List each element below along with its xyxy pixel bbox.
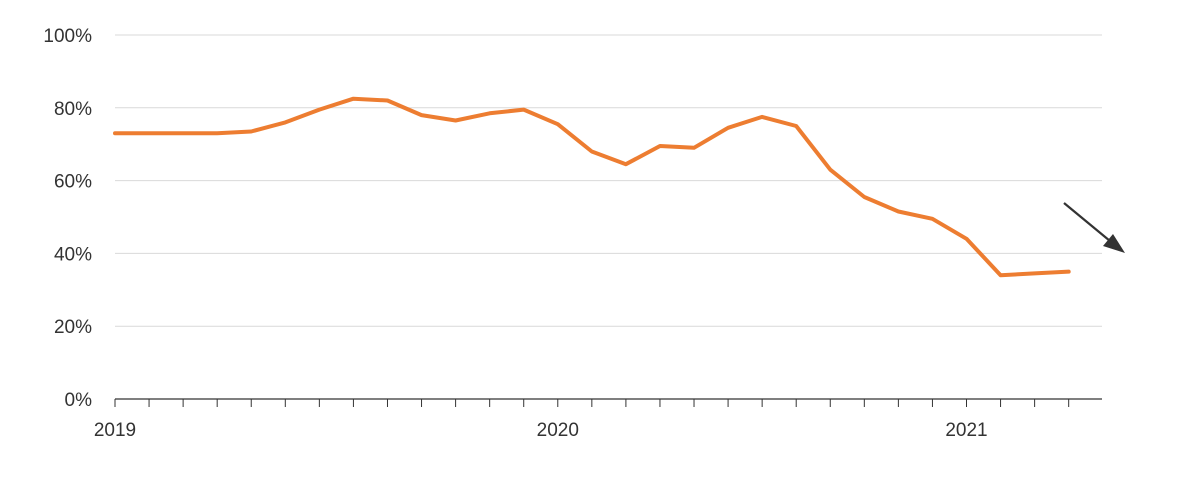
series-group <box>113 96 1071 278</box>
gridlines <box>115 34 1102 327</box>
trend-arrow-shaft <box>1063 202 1111 242</box>
x-tick-label: 2019 <box>94 420 136 441</box>
y-tick-label: 80% <box>54 99 92 120</box>
trend-arrow-head <box>1103 234 1125 253</box>
y-tick-label: 100% <box>43 26 92 47</box>
y-tick-label: 0% <box>65 390 93 411</box>
x-tick-label: 2021 <box>945 420 987 441</box>
y-tick-label: 20% <box>54 317 92 338</box>
y-axis-tick-labels: 0% 20% 40% 60% 80% 100% <box>43 26 92 411</box>
x-axis: 2019 2020 2021 <box>94 398 1102 441</box>
y-tick-label: 60% <box>54 172 92 193</box>
x-tick-label: 2020 <box>537 420 579 441</box>
y-tick-label: 40% <box>54 244 92 265</box>
trend-arrow-annotation <box>1063 202 1125 253</box>
series-line <box>113 96 1071 278</box>
